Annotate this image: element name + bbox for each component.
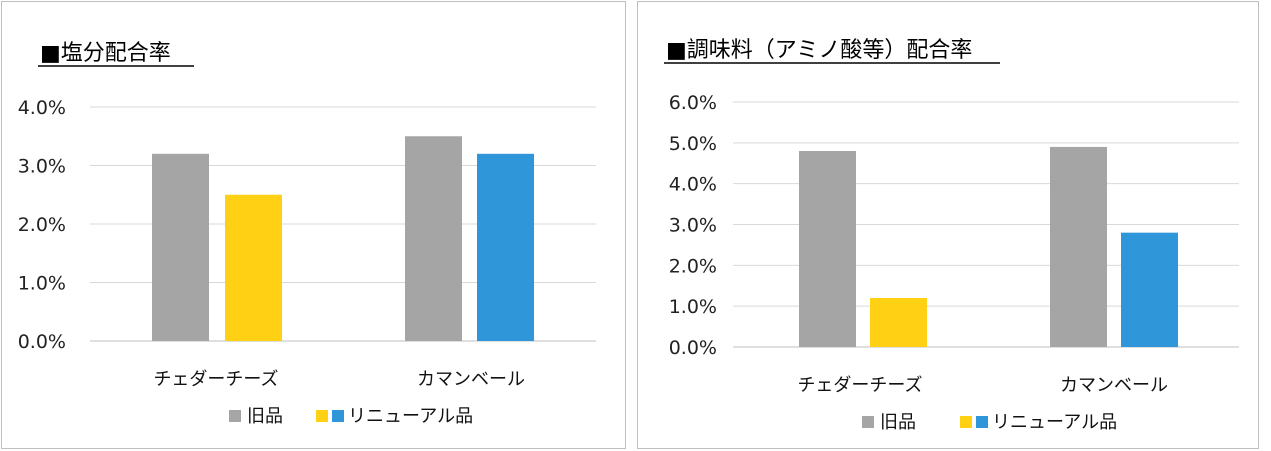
legend-label-old: 旧品 <box>247 406 283 427</box>
legend-swatch-renewal-yellow <box>316 410 328 422</box>
legend-swatch-renewal-blue <box>976 416 988 428</box>
category-label-cheddar: チェダーチーズ <box>153 369 278 390</box>
bar-old-camembert <box>405 136 462 341</box>
y-tick-label: 3.0% <box>18 156 66 178</box>
y-tick-label: 4.0% <box>669 174 717 196</box>
salt-chart-panel: ■塩分配合率 0.0% 1.0% 2.0% 3.0% 4.0% チェダーチーズ カマンベ… <box>1 1 626 449</box>
category-label-camembert: カマンベール <box>1060 375 1168 396</box>
category-label-camembert: カマンベール <box>417 369 525 390</box>
legend-swatch-renewal-blue <box>332 410 344 422</box>
y-tick-label: 2.0% <box>669 255 717 277</box>
umami-chart: ■調味料（アミノ酸等）配合率 0.0% 1.0% 2.0% 3.0% 4.0% 5.0% 6… <box>664 38 1239 433</box>
chart-title: ■塩分配合率 <box>40 41 171 66</box>
bar-old-cheddar <box>799 151 856 347</box>
legend-label-old: 旧品 <box>880 412 916 433</box>
umami-chart-panel: ■調味料（アミノ酸等）配合率 0.0% 1.0% 2.0% 3.0% 4.0% 5.0% 6… <box>637 1 1259 449</box>
bar-old-camembert <box>1050 146 1107 347</box>
bar-renewal-cheddar <box>225 194 282 341</box>
bar-renewal-cheddar <box>870 298 927 347</box>
y-tick-label: 1.0% <box>18 273 66 295</box>
bar-old-cheddar <box>152 153 209 341</box>
chart-title: ■調味料（アミノ酸等）配合率 <box>666 38 972 63</box>
y-tick-label: 3.0% <box>669 215 717 237</box>
bar-renewal-camembert <box>477 153 534 341</box>
y-tick-label: 2.0% <box>18 214 66 236</box>
legend-label-renewal: リニューアル品 <box>992 412 1117 433</box>
y-tick-label: 4.0% <box>18 97 66 119</box>
salt-chart: ■塩分配合率 0.0% 1.0% 2.0% 3.0% 4.0% チェダーチーズ カマンベ… <box>18 41 596 427</box>
y-tick-label: 0.0% <box>669 337 717 359</box>
bar-renewal-camembert <box>1121 232 1178 347</box>
y-tick-label: 1.0% <box>669 296 717 318</box>
y-tick-label: 6.0% <box>669 92 717 114</box>
category-label-cheddar: チェダーチーズ <box>797 375 922 396</box>
legend-swatch-renewal-yellow <box>960 416 972 428</box>
y-tick-label: 5.0% <box>669 133 717 155</box>
legend-label-renewal: リニューアル品 <box>348 406 473 427</box>
legend-swatch-old <box>862 416 874 428</box>
y-tick-label: 0.0% <box>18 331 66 353</box>
legend-swatch-old <box>229 410 241 422</box>
